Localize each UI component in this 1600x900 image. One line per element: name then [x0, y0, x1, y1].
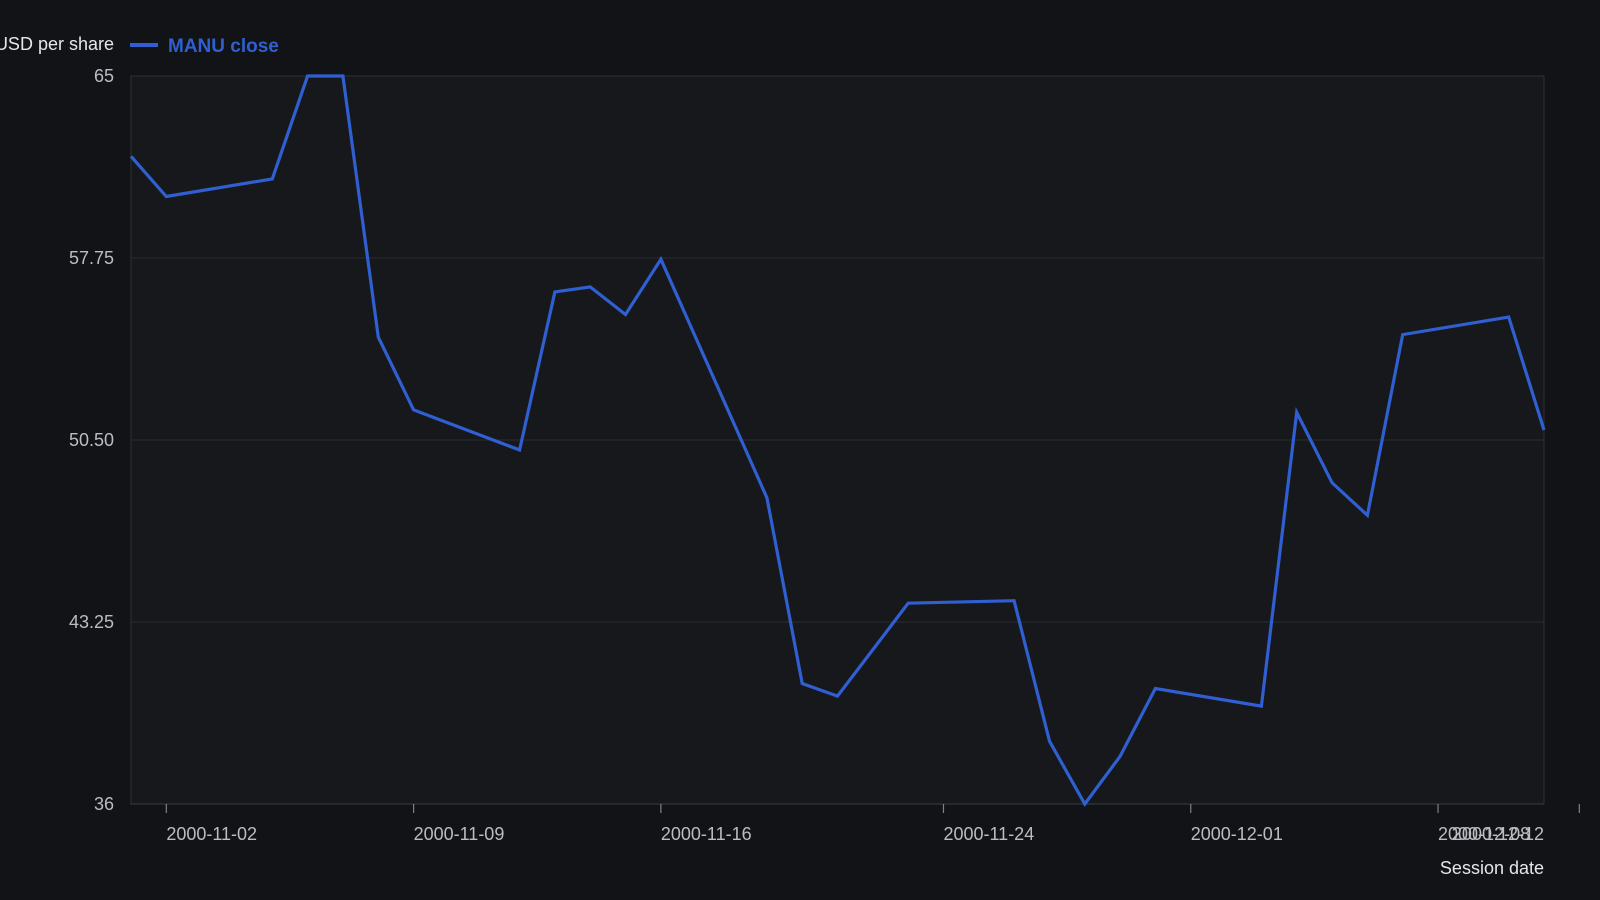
x-tick-label: 2000-12-01 — [1191, 824, 1283, 844]
y-tick-label: 65 — [94, 66, 114, 86]
series-layer — [129, 74, 1546, 807]
y-tick-label: 57.75 — [69, 248, 114, 268]
series-line-manu-close — [129, 74, 1546, 807]
legend: USD per share MANU close — [0, 34, 279, 57]
y-tick-label: 43.25 — [69, 612, 114, 632]
y-axis-title: USD per share — [0, 34, 114, 54]
x-axis-title: Session date — [1440, 858, 1544, 878]
x-tick-label: 2000-11-02 — [166, 824, 257, 844]
y-tick-label: 36 — [94, 794, 114, 814]
x-tick-label: 2000-11-16 — [661, 824, 752, 844]
legend-entry-manu-close: MANU close — [168, 36, 279, 57]
x-tick-label: 2000-12-08 — [1438, 824, 1530, 844]
x-tick-label: 2000-12-12 — [1452, 824, 1544, 844]
axes: 36 43.25 50.50 57.75 65 2000-11-02 2000-11-09 2… — [69, 66, 1580, 844]
x-tick-label: 2000-11-09 — [414, 824, 505, 844]
x-tick-label: 2000-11-24 — [943, 824, 1034, 844]
y-tick-label: 50.50 — [69, 430, 114, 450]
